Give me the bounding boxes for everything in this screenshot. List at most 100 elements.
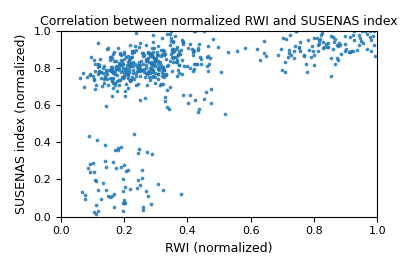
Point (135, 63, 142, 68)
Point (124, 72, 131, 76)
Point (324, 40, 331, 45)
Point (151, 56, 158, 61)
Point (136, 64, 142, 69)
Point (132, 71, 139, 76)
Point (139, 68, 146, 72)
Point (160, 67, 166, 71)
Point (168, 52, 174, 56)
Point (351, 29, 358, 33)
Point (286, 51, 293, 56)
Point (304, 70, 310, 74)
Point (161, 53, 168, 58)
Point (205, 44, 211, 48)
Point (161, 52, 168, 56)
Point (297, 49, 303, 53)
Point (138, 176, 145, 180)
Point (292, 43, 298, 48)
Point (158, 48, 164, 53)
Point (334, 58, 341, 62)
Point (311, 53, 317, 57)
Point (169, 46, 175, 51)
Point (92, 61, 99, 66)
Point (167, 29, 174, 33)
Point (160, 82, 166, 86)
Point (141, 52, 148, 57)
Point (334, 43, 340, 47)
Point (170, 55, 176, 60)
Point (109, 56, 115, 60)
Point (198, 56, 204, 61)
Point (342, 42, 348, 46)
Point (286, 48, 292, 52)
Point (108, 68, 114, 72)
Point (140, 51, 146, 56)
Point (327, 56, 334, 60)
Point (91, 76, 97, 81)
Point (104, 72, 110, 76)
Point (95, 187, 101, 192)
Point (368, 38, 375, 42)
X-axis label: RWI (normalized): RWI (normalized) (165, 242, 273, 255)
Point (137, 63, 143, 68)
Point (178, 48, 184, 52)
Point (144, 56, 151, 60)
Point (110, 71, 116, 75)
Point (148, 53, 155, 58)
Point (86, 134, 92, 139)
Point (314, 36, 320, 40)
Point (93, 178, 99, 183)
Point (187, 66, 193, 70)
Point (156, 68, 162, 72)
Point (136, 147, 142, 151)
Point (166, 43, 173, 47)
Point (261, 51, 267, 55)
Point (131, 132, 137, 136)
Point (194, 46, 201, 50)
Point (146, 69, 152, 73)
Point (119, 63, 126, 67)
Point (101, 81, 107, 85)
Point (110, 50, 117, 55)
Point (174, 74, 180, 78)
Point (123, 169, 129, 174)
Point (173, 58, 180, 62)
Point (121, 74, 128, 79)
Point (287, 32, 293, 37)
Point (110, 85, 117, 90)
Point (350, 33, 356, 37)
Point (95, 62, 101, 66)
Point (95, 209, 101, 213)
Point (134, 66, 141, 70)
Point (79, 190, 85, 194)
Point (263, 54, 269, 58)
Point (304, 38, 311, 42)
Point (110, 192, 117, 196)
Point (125, 73, 131, 77)
Point (279, 68, 285, 72)
Point (337, 42, 343, 47)
Point (160, 65, 166, 70)
Point (130, 63, 136, 68)
Point (189, 47, 195, 51)
Point (128, 61, 134, 65)
Point (122, 89, 129, 93)
Point (147, 71, 154, 75)
Point (87, 162, 94, 167)
Point (157, 82, 164, 87)
Point (82, 197, 88, 201)
Point (113, 166, 119, 171)
Point (120, 163, 127, 167)
Point (155, 61, 162, 66)
Point (111, 81, 118, 86)
Point (191, 62, 198, 66)
Point (150, 40, 157, 44)
Point (155, 52, 161, 57)
Point (104, 47, 110, 51)
Point (303, 62, 310, 66)
Point (253, 47, 260, 51)
Point (97, 56, 103, 61)
Point (190, 53, 196, 58)
Point (351, 37, 357, 42)
Point (205, 62, 212, 66)
Point (105, 194, 111, 198)
